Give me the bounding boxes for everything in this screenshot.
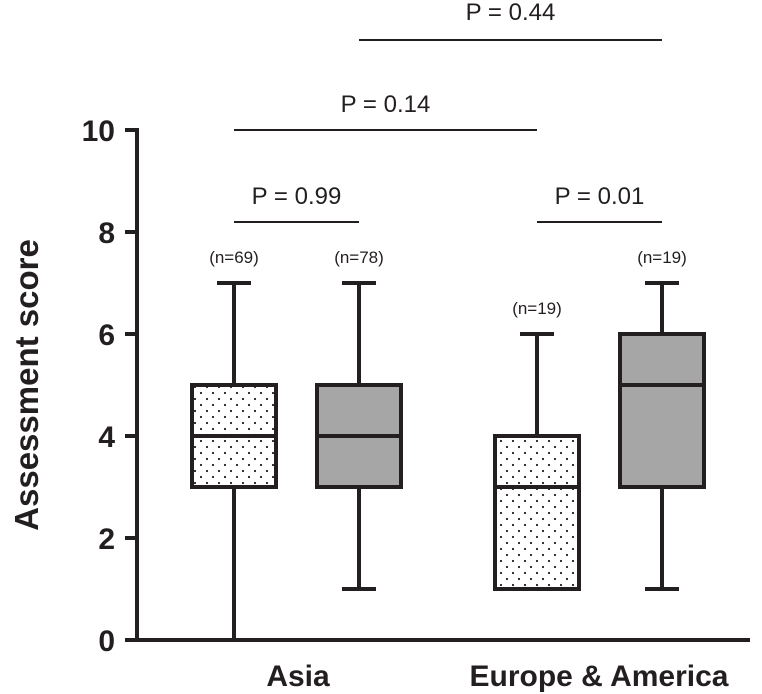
x-category-label: Europe & America <box>470 660 729 693</box>
box-4: (n=19) <box>618 248 706 591</box>
box-3: (n=19) <box>493 299 581 591</box>
y-tick-label: 2 <box>98 523 115 556</box>
y-tick-label: 0 <box>98 625 115 658</box>
sample-size-label: (n=19) <box>637 248 687 267</box>
box-body <box>618 332 706 489</box>
y-tick-label: 10 <box>82 115 115 148</box>
p-value-label: P = 0.99 <box>252 183 342 210</box>
box-1: (n=69) <box>190 248 278 642</box>
x-category-label: Asia <box>266 660 330 693</box>
y-tick-label: 8 <box>98 217 115 250</box>
y-axis-label: Assessment score <box>8 239 45 531</box>
annotations: P = 0.99 P = 0.01 P = 0.14 P = 0.44 <box>234 0 662 223</box>
y-tick-label: 4 <box>98 421 115 454</box>
box-2: (n=78) <box>315 248 403 591</box>
x-axis: Asia Europe & America <box>135 638 750 693</box>
y-tick-label: 6 <box>98 319 115 352</box>
p-value-label: P = 0.44 <box>466 0 556 26</box>
y-axis: 0 2 4 6 8 10 <box>82 115 139 658</box>
p-value-label: P = 0.14 <box>341 91 431 118</box>
sample-size-label: (n=19) <box>512 299 562 318</box>
p-value-label: P = 0.01 <box>555 183 645 210</box>
boxes: (n=69) (n=78) (n=19) (n=19) <box>190 248 706 642</box>
sample-size-label: (n=78) <box>334 248 384 267</box>
sample-size-label: (n=69) <box>209 248 259 267</box>
box-body <box>493 434 581 591</box>
